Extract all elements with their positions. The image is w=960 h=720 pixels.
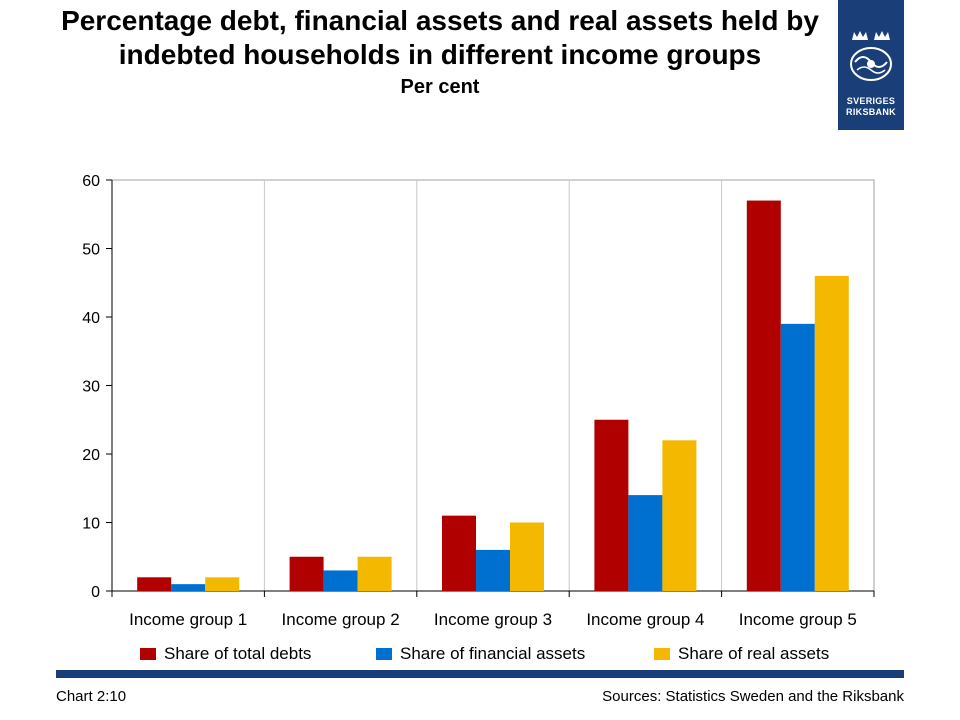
x-tick-label: Income group 2 [282,610,400,629]
bar-3-3 [510,522,544,591]
bar-2-3 [476,549,510,591]
x-tick-label: Income group 3 [434,610,552,629]
bar-1-1 [137,577,172,591]
chart-subtitle: Per cent [400,76,480,98]
y-tick-label: 20 [82,447,100,464]
bar-1-2 [289,556,324,591]
bar-2-4 [628,495,663,591]
riksbank-crest-icon [850,31,892,81]
bar-3-5 [814,275,849,591]
chart-title: Percentage debt, financial assets and re… [61,5,819,70]
bar-2-1 [171,584,206,591]
title-block: Percentage debt, financial assets and re… [40,4,840,100]
riksbank-logo: SVERIGES RIKSBANK [838,0,904,130]
logo-line2: RIKSBANK [846,107,896,117]
y-tick-label: 60 [82,173,100,190]
x-tick-label: Income group 4 [586,610,704,629]
y-tick-label: 10 [82,516,100,533]
y-tick-label: 0 [91,584,100,601]
bar-3-1 [205,577,240,591]
legend-swatch [376,648,392,660]
bar-3-2 [357,556,392,591]
sources-note: Sources: Statistics Sweden and the Riksb… [602,688,904,705]
y-tick-label: 50 [82,242,100,259]
bar-2-5 [780,323,815,591]
legend-label: Share of real assets [678,644,829,663]
legend-swatch [140,648,156,660]
x-tick-label: Income group 1 [129,610,247,629]
bar-2-2 [323,570,358,591]
x-tick-label: Income group 5 [739,610,857,629]
logo-line1: SVERIGES [846,96,896,106]
chart-number: Chart 2:10 [56,688,127,705]
y-tick-label: 40 [82,310,100,327]
legend-label: Share of financial assets [400,644,585,663]
bar-1-3 [442,515,476,591]
legend-label: Share of total debts [164,644,311,663]
legend-swatch [654,648,670,660]
footer-bar [56,670,904,678]
y-tick-label: 30 [82,379,100,396]
bar-1-5 [746,200,781,592]
bar-1-4 [594,419,629,591]
bar-3-4 [662,440,697,591]
